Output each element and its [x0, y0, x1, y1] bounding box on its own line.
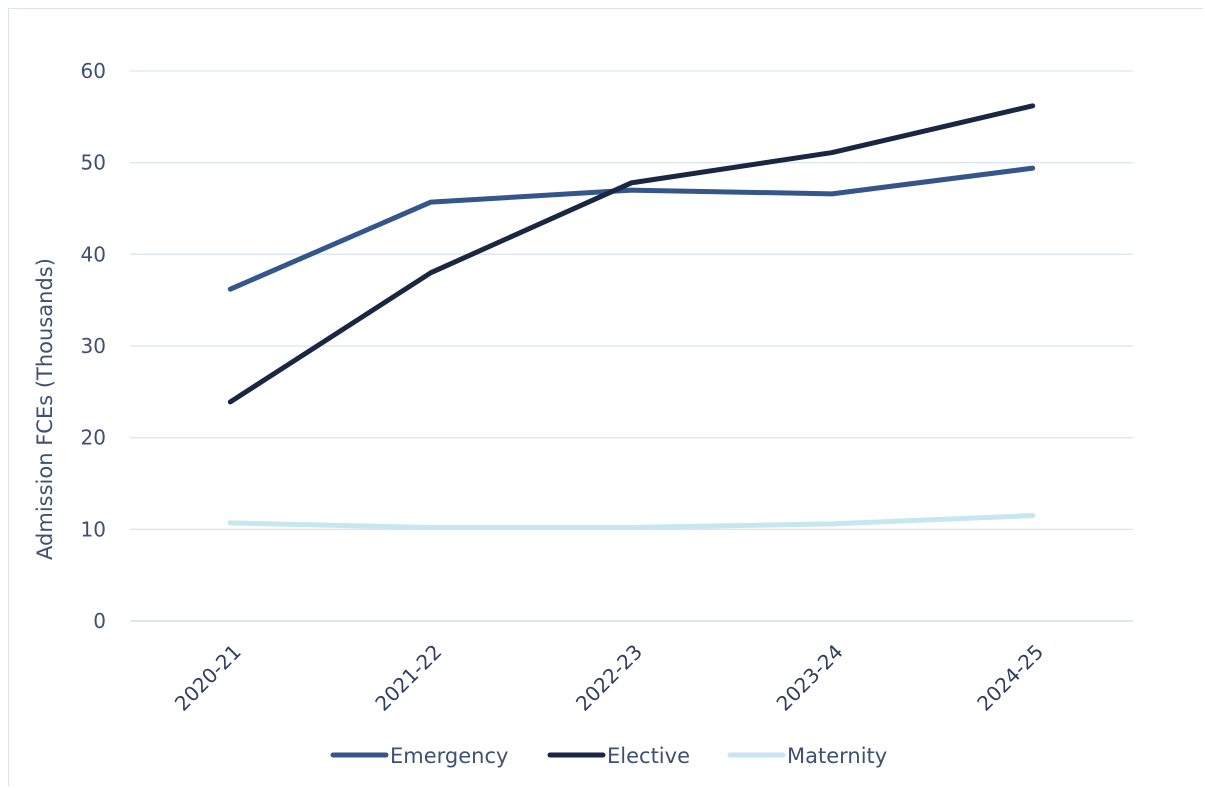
x-tick-label: 2020-21 — [170, 640, 246, 716]
y-tick-label: 50 — [81, 151, 106, 175]
series-line-maternity — [227, 513, 1036, 530]
legend-label-elective: Elective — [607, 744, 690, 768]
x-tick-label: 2021-22 — [370, 640, 446, 716]
x-tick-label: 2022-23 — [571, 640, 647, 716]
legend: Emergency Elective Maternity — [330, 744, 887, 768]
x-tick-label: 2023-24 — [772, 640, 848, 716]
y-tick-label: 40 — [81, 242, 106, 266]
series-lines — [227, 103, 1036, 530]
y-tick-label: 10 — [81, 517, 106, 541]
y-tick-label: 0 — [93, 609, 106, 633]
gridlines — [130, 70, 1133, 622]
x-tick-label: 2024-25 — [972, 640, 1048, 716]
y-tick-label: 20 — [81, 426, 106, 450]
x-axis-ticks: 2020-21 2021-22 2022-23 2023-24 2024-25 — [170, 640, 1048, 716]
legend-label-maternity: Maternity — [787, 744, 887, 768]
chart-frame — [8, 8, 1203, 787]
y-tick-label: 30 — [81, 334, 106, 358]
y-axis-ticks: 0 10 20 30 40 50 60 — [81, 59, 106, 633]
legend-label-emergency: Emergency — [390, 744, 508, 768]
y-axis-title: Admission FCEs (Thousands) — [33, 258, 57, 560]
series-line-elective — [227, 103, 1036, 405]
series-line-emergency — [227, 165, 1036, 292]
y-tick-label: 60 — [81, 59, 106, 83]
